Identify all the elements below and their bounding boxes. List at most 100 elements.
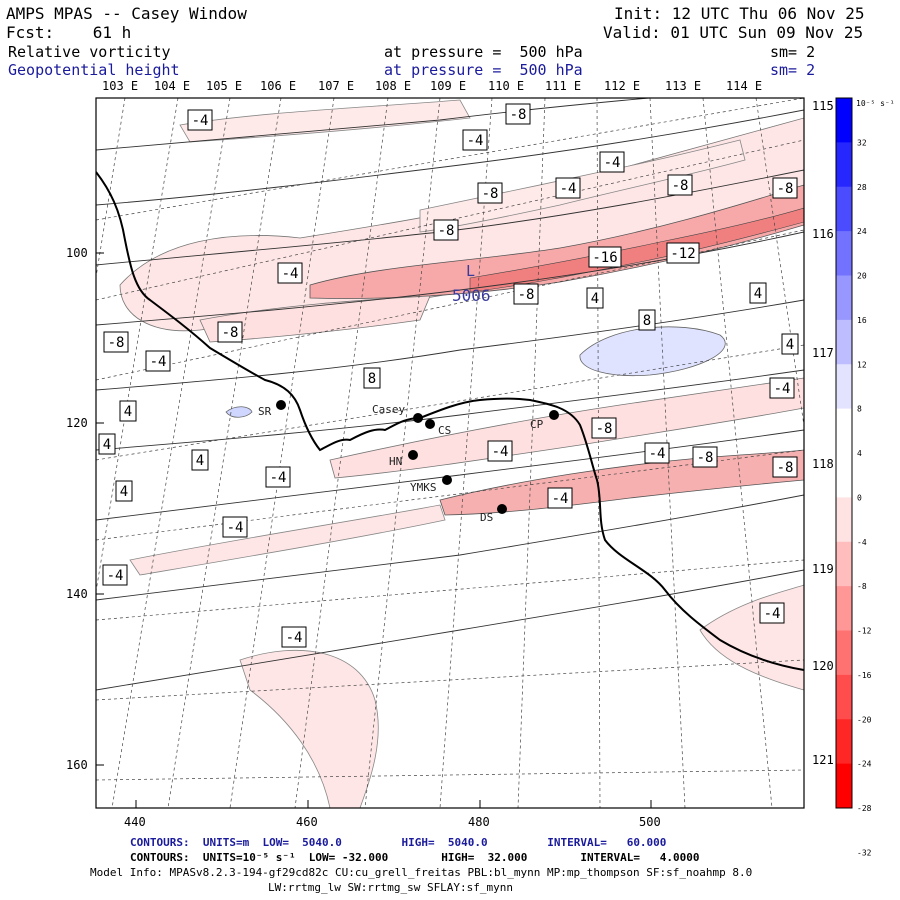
svg-text:-8: -8 (777, 460, 794, 476)
colorbar-swatch (836, 98, 852, 143)
station-label-sr: SR (258, 405, 272, 418)
lon-label-114: 114 E (726, 79, 762, 93)
y-axis-labels: 100 120 140 160 (66, 246, 88, 772)
svg-text:-8: -8 (510, 107, 527, 123)
contour-label: -8 (505, 103, 531, 125)
colorbar-swatch (836, 630, 852, 676)
svg-text:-8: -8 (438, 223, 455, 239)
colorbar-label: 12 (857, 360, 867, 369)
station-label-ds: DS (480, 511, 493, 524)
colorbar: 32 28 24 20 16 12 8 4 0 -4 -8 -12 -16 -20 -24 -28 -32 (835, 97, 872, 857)
colorbar-swatch (836, 674, 852, 720)
vorticity-band-coast (329, 377, 804, 479)
svg-text:-8: -8 (672, 178, 689, 194)
contour-label: -8 (772, 456, 798, 478)
colorbar-label: 0 (857, 493, 862, 502)
svg-text:8: 8 (643, 313, 651, 329)
svg-text:-4: -4 (649, 446, 666, 462)
y-tick-160: 160 (66, 758, 88, 772)
contour-label: 8 (638, 309, 656, 331)
colorbar-swatch (836, 275, 852, 321)
lon-label-113: 113 E (665, 79, 701, 93)
colorbar-swatch (836, 541, 852, 587)
contour-label: -8 (591, 417, 617, 439)
svg-text:-16: -16 (592, 250, 617, 266)
colorbar-label: -12 (857, 627, 872, 636)
lon-label-108: 108 E (375, 79, 411, 93)
contour-label: 4 (191, 449, 209, 471)
contour-label: -4 (281, 626, 307, 648)
svg-text:4: 4 (124, 404, 132, 420)
vorticity-band-north (419, 139, 746, 233)
contour-label: -4 (102, 564, 128, 586)
vorticity-band-upper (179, 99, 471, 143)
colorbar-label: 28 (857, 183, 867, 192)
colorbar-swatch (836, 319, 852, 365)
svg-text:-4: -4 (774, 381, 791, 397)
contour-label: -8 (692, 446, 718, 468)
station-label-hn: HN (389, 455, 402, 468)
contour-label: 4 (119, 400, 137, 422)
lon-label-106: 106 E (260, 79, 296, 93)
colorbar-label: 16 (857, 316, 867, 325)
colorbar-label: 32 (857, 138, 867, 147)
contour-label: -8 (433, 219, 459, 241)
lon-label-112: 112 E (604, 79, 640, 93)
colorbar-swatch (836, 497, 852, 543)
colorbar-swatch (836, 719, 852, 765)
svg-text:8: 8 (368, 371, 376, 387)
svg-text:-4: -4 (492, 444, 509, 460)
contour-label: 4 (115, 480, 133, 502)
contour-label: 4 (749, 282, 767, 304)
station-label-cp: CP (530, 418, 544, 431)
low-value: 5006 (452, 286, 491, 305)
plot-frame (95, 97, 805, 809)
colorbar-swatch (836, 364, 852, 410)
lon-label-111: 111 E (545, 79, 581, 93)
station-label-cs: CS (438, 424, 451, 437)
svg-text:4: 4 (591, 291, 599, 307)
svg-text:-4: -4 (604, 155, 621, 171)
colorbar-swatch (836, 763, 852, 809)
contour-label: -8 (103, 331, 129, 353)
svg-text:-8: -8 (108, 335, 125, 351)
svg-text:4: 4 (754, 286, 762, 302)
field1-pressure: at pressure = 500 hPa (384, 43, 583, 61)
contour-label: -4 (222, 516, 248, 538)
model-info-line2: LW:rrtmg_lw SW:rrtmg_sw SFLAY:sf_mynn (268, 881, 514, 894)
colorbar-label: -8 (857, 582, 867, 591)
field1-smoothing: sm= 2 (770, 43, 816, 61)
vorticity-positive-small (225, 406, 253, 418)
svg-text:4: 4 (120, 484, 128, 500)
contour-label: -4 (187, 109, 213, 131)
svg-text:-8: -8 (518, 287, 535, 303)
colorbar-label: -4 (857, 538, 867, 547)
colorbar-swatch (836, 453, 852, 498)
contour-label: -8 (217, 321, 243, 343)
y-tick-140: 140 (66, 587, 88, 601)
forecast-hour: Fcst: 61 h (6, 23, 132, 42)
parallel-lines (96, 98, 804, 781)
svg-text:-4: -4 (107, 568, 124, 584)
svg-text:4: 4 (103, 437, 111, 453)
contour-label: -4 (462, 129, 488, 151)
x-tick-460: 460 (296, 815, 318, 829)
colorbar-label: -16 (857, 671, 872, 680)
colorbar-label: 20 (857, 272, 867, 281)
svg-text:-8: -8 (596, 421, 613, 437)
contour-labels: -4 -8 -4 -4 -8 -4 -8 -8 -8 -16 -12 -4 -8 -8 4 8 4 4 -8 -4 8 4… (98, 103, 799, 648)
top-longitude-labels: 103 E 104 E 105 E 106 E 107 E 108 E 109 … (102, 79, 762, 93)
colorbar-swatch (836, 231, 852, 276)
contour-label: -4 (644, 442, 670, 464)
contour-label: -8 (513, 283, 539, 305)
svg-text:-4: -4 (227, 520, 244, 536)
lon-label-110: 110 E (488, 79, 524, 93)
colorbar-swatch (836, 586, 852, 631)
contour-label: 4 (98, 433, 116, 455)
x-axis-labels: 440 460 480 500 (124, 815, 661, 829)
colorbar-label: 24 (857, 227, 867, 236)
lon-label-105: 105 E (206, 79, 242, 93)
contour-label: -8 (772, 177, 798, 199)
vorticity-band-strong (309, 184, 804, 299)
colorbar-label: 4 (857, 449, 862, 458)
